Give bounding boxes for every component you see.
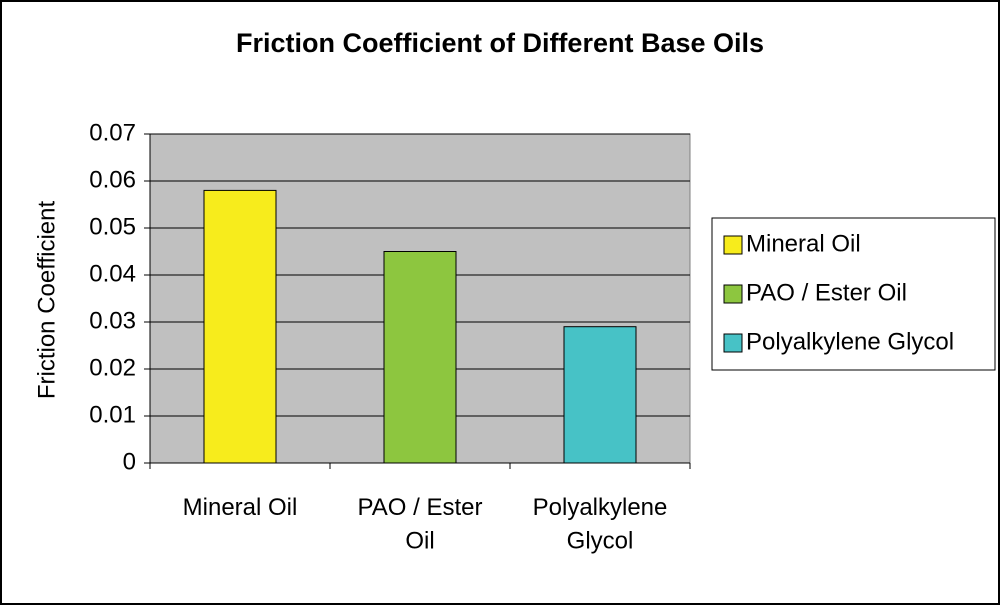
bar: [383, 251, 457, 464]
x-tick-label: Mineral Oil: [183, 494, 298, 521]
x-tick-label: PAO / Ester Oil: [358, 494, 483, 555]
y-tick-label: 0.05: [89, 213, 136, 240]
y-tick-label: 0.06: [89, 166, 136, 193]
y-tick-label: 0.01: [89, 401, 136, 428]
legend-box: [711, 217, 996, 371]
bar: [563, 326, 637, 464]
legend-swatch: [723, 333, 743, 353]
y-axis-label: Friction Coefficient: [33, 201, 60, 400]
legend-label: PAO / Ester Oil: [746, 279, 907, 306]
legend-swatch: [723, 235, 743, 255]
y-tick-label: 0.04: [89, 260, 136, 287]
y-tick-label: 0: [123, 448, 136, 475]
legend-swatch: [723, 284, 743, 304]
legend-label: Mineral Oil: [746, 230, 861, 257]
x-tick-label: Polyalkylene Glycol: [533, 494, 668, 555]
legend-label: Polyalkylene Glycol: [746, 328, 954, 355]
chart-title: Friction Coefficient of Different Base O…: [236, 28, 764, 58]
y-tick-label: 0.07: [89, 119, 136, 146]
bar: [203, 189, 277, 464]
y-tick-label: 0.03: [89, 307, 136, 334]
y-tick-label: 0.02: [89, 354, 136, 381]
